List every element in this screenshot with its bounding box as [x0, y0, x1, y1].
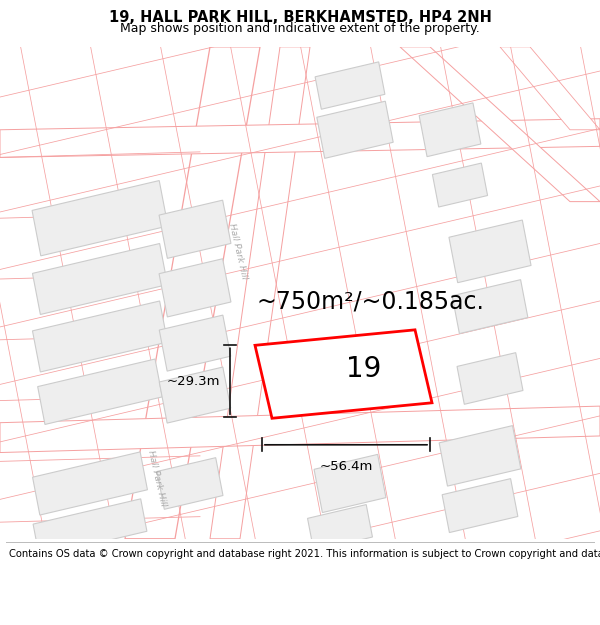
Polygon shape	[314, 454, 386, 512]
Polygon shape	[400, 47, 600, 202]
Text: Hall Park Hill: Hall Park Hill	[146, 449, 168, 507]
Polygon shape	[308, 504, 373, 551]
Polygon shape	[442, 479, 518, 532]
Polygon shape	[452, 279, 528, 334]
Polygon shape	[449, 220, 531, 282]
Polygon shape	[457, 352, 523, 404]
Polygon shape	[159, 200, 231, 258]
Text: Contains OS data © Crown copyright and database right 2021. This information is : Contains OS data © Crown copyright and d…	[9, 549, 600, 559]
Polygon shape	[33, 499, 147, 556]
Text: Hall Park Hill: Hall Park Hill	[227, 222, 249, 280]
Text: 19: 19	[346, 354, 381, 382]
Polygon shape	[32, 244, 167, 314]
Text: 19, HALL PARK HILL, BERKHAMSTED, HP4 2NH: 19, HALL PARK HILL, BERKHAMSTED, HP4 2NH	[109, 10, 491, 25]
Polygon shape	[159, 315, 231, 371]
Polygon shape	[317, 101, 393, 158]
Polygon shape	[255, 330, 432, 418]
Polygon shape	[125, 47, 260, 539]
Polygon shape	[419, 103, 481, 157]
Polygon shape	[210, 47, 310, 539]
Polygon shape	[32, 301, 167, 372]
Polygon shape	[433, 163, 488, 207]
Text: Map shows position and indicative extent of the property.: Map shows position and indicative extent…	[120, 22, 480, 35]
Polygon shape	[0, 119, 600, 158]
Polygon shape	[157, 458, 223, 509]
Text: ~750m²/~0.185ac.: ~750m²/~0.185ac.	[256, 289, 484, 313]
Polygon shape	[315, 62, 385, 109]
Polygon shape	[38, 359, 163, 424]
Polygon shape	[159, 367, 231, 423]
Polygon shape	[500, 47, 600, 130]
Polygon shape	[0, 406, 600, 452]
Polygon shape	[159, 259, 231, 317]
Polygon shape	[439, 426, 521, 486]
Polygon shape	[32, 181, 168, 256]
Text: ~29.3m: ~29.3m	[167, 375, 220, 388]
Polygon shape	[32, 452, 148, 515]
Text: ~56.4m: ~56.4m	[319, 460, 373, 473]
